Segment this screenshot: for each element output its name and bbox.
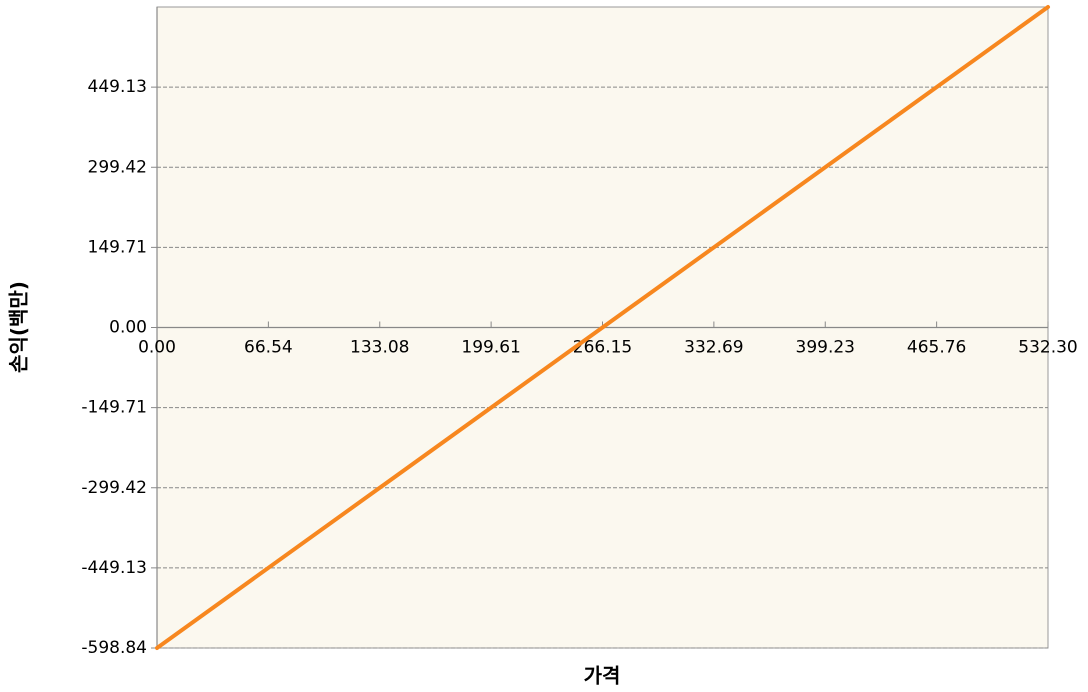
data-line	[155, 5, 1050, 650]
x-tick-label: 332.69	[684, 338, 743, 358]
y-tick-label: 149.71	[88, 237, 147, 257]
x-tick-label: 0.00	[138, 338, 176, 358]
x-tick-label: 532.30	[1018, 338, 1077, 358]
y-tick-label: 449.13	[88, 77, 147, 97]
x-tick-label: 66.54	[244, 338, 293, 358]
y-tick-label: -449.13	[81, 558, 147, 578]
x-tick-label: 399.23	[796, 338, 855, 358]
y-axis-title: 손익(백만)	[7, 281, 31, 373]
y-tick-label: -299.42	[81, 478, 147, 498]
y-tick-label: -149.71	[81, 398, 147, 418]
y-tick-label: 0.00	[109, 318, 147, 338]
x-tick-label: 465.76	[907, 338, 966, 358]
x-tick-label: 199.61	[461, 338, 520, 358]
y-tick-label: -598.84	[81, 638, 147, 658]
x-axis-title: 가격	[584, 664, 621, 688]
x-tick-label: 133.08	[350, 338, 409, 358]
y-tick-label: 299.42	[88, 157, 147, 177]
x-tick-label: 266.15	[573, 338, 632, 358]
